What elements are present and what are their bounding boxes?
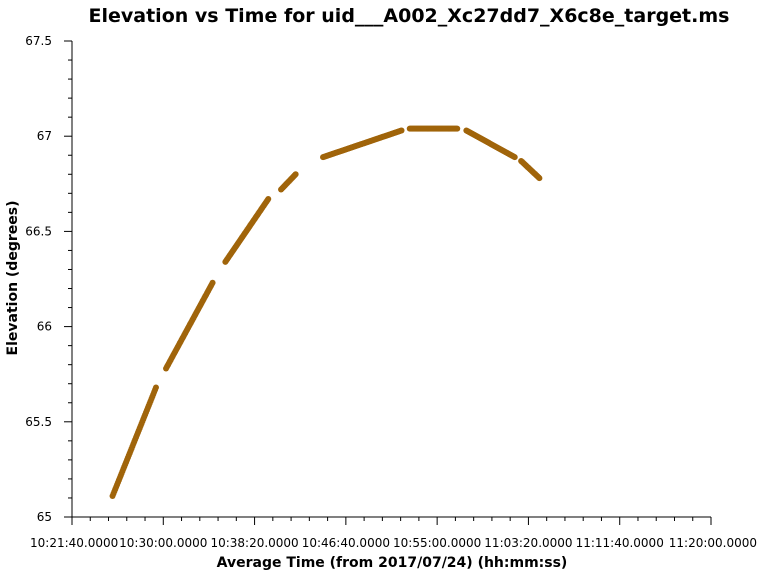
data-point [209,279,216,286]
x-tick-label: 10:30:00.0000 [119,536,207,550]
data-points [109,125,543,500]
x-tick-label: 10:21:40.0000 [30,536,118,550]
y-axis-label: Elevation (degrees) [5,201,21,356]
chart-title: Elevation vs Time for uid___A002_Xc27dd7… [89,5,730,27]
y-tick-label: 65 [37,510,52,524]
y-axis-ticks: 65 65.5 66 66.5 67 67.5 [25,34,72,524]
x-tick-label: 11:20:00.0000 [669,536,757,550]
x-axis-label: Average Time (from 2017/07/24) (hh:mm:ss… [217,555,568,571]
data-point [454,125,461,132]
data-point [398,127,405,134]
y-tick-label: 65.5 [25,415,52,429]
y-tick-label: 67.5 [25,34,52,48]
x-tick-label: 10:55:00.0000 [393,536,481,550]
data-point [511,154,518,161]
data-point [536,175,543,182]
plot-frame [71,41,711,518]
y-tick-label: 66 [37,320,52,334]
x-tick-label: 11:11:40.0000 [576,536,664,550]
y-tick-label: 66.5 [25,224,52,238]
x-tick-label: 11:03:20.0000 [484,536,572,550]
data-point [292,171,299,178]
data-point [265,196,272,203]
x-axis-ticks: 10:21:40.0000 10:30:00.0000 10:38:20.0000 1… [30,517,757,550]
y-tick-label: 67 [37,129,52,143]
data-point [152,384,159,391]
x-tick-label: 10:46:40.0000 [302,536,390,550]
x-tick-label: 10:38:20.0000 [210,536,298,550]
